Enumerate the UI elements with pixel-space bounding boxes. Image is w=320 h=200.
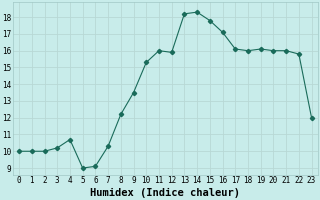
X-axis label: Humidex (Indice chaleur): Humidex (Indice chaleur) — [90, 188, 240, 198]
